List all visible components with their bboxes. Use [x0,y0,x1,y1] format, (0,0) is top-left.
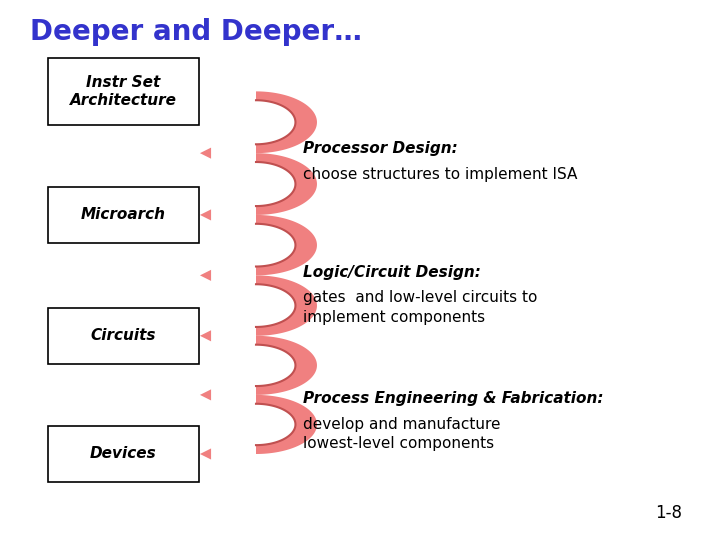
FancyBboxPatch shape [48,308,199,364]
Polygon shape [256,91,317,153]
Text: choose structures to implement ISA: choose structures to implement ISA [302,167,577,182]
Polygon shape [256,275,317,336]
Text: Process Engineering & Fabrication:: Process Engineering & Fabrication: [302,391,603,406]
Polygon shape [256,153,317,215]
FancyBboxPatch shape [48,187,199,243]
Text: 1-8: 1-8 [655,504,682,523]
Text: develop and manufacture
lowest-level components: develop and manufacture lowest-level com… [302,417,500,451]
Text: gates  and low-level circuits to
implement components: gates and low-level circuits to implemen… [302,291,537,325]
Polygon shape [256,395,317,454]
FancyBboxPatch shape [48,58,199,125]
Text: Devices: Devices [90,447,157,462]
Text: Microarch: Microarch [81,207,166,222]
Text: Deeper and Deeper…: Deeper and Deeper… [30,17,362,45]
Text: Instr Set
Architecture: Instr Set Architecture [70,75,177,107]
FancyBboxPatch shape [48,426,199,482]
Polygon shape [256,215,317,275]
Text: Circuits: Circuits [91,328,156,343]
Polygon shape [256,336,317,395]
Text: Logic/Circuit Design:: Logic/Circuit Design: [302,265,480,280]
Text: Processor Design:: Processor Design: [302,141,457,156]
